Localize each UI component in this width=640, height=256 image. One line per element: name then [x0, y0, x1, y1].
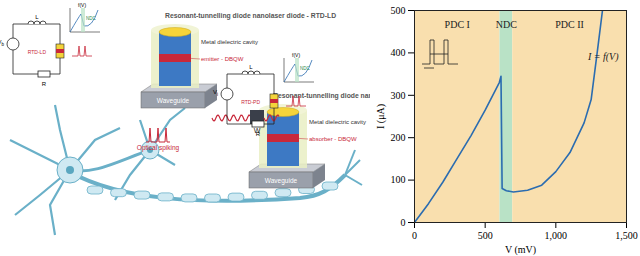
svg-text:500: 500 [391, 5, 406, 16]
svg-text:f(V): f(V) [292, 52, 300, 58]
svg-text:I (μA): I (μA) [375, 104, 387, 129]
svg-text:Resonant-tunnelling diode nano: Resonant-tunnelling diode nanophotodiode… [273, 92, 370, 100]
svg-text:I = f(V): I = f(V) [587, 51, 619, 63]
svg-text:NDC: NDC [496, 19, 517, 30]
svg-text:NDC: NDC [300, 66, 310, 71]
svg-text:R: R [256, 131, 261, 137]
svg-text:500: 500 [478, 230, 493, 241]
svg-text:V (mV): V (mV) [505, 244, 536, 256]
svg-text:PDC II: PDC II [555, 19, 584, 30]
svg-text:NDC: NDC [86, 16, 96, 21]
svg-text:Waveguide: Waveguide [265, 177, 298, 185]
svg-text:Metal dielectric cavity: Metal dielectric cavity [309, 119, 366, 125]
svg-text:L: L [249, 64, 253, 70]
svg-text:f(V): f(V) [78, 2, 86, 8]
svg-text:Resonant-tunnelling diode nano: Resonant-tunnelling diode nanolaser diod… [165, 12, 336, 20]
svg-text:Vb: Vb [0, 39, 4, 47]
svg-text:400: 400 [391, 47, 406, 58]
svg-text:1,000: 1,000 [545, 230, 568, 241]
svg-text:Optical spiking: Optical spiking [137, 144, 180, 152]
svg-text:Vi: Vi [213, 89, 218, 97]
svg-text:100: 100 [391, 174, 406, 185]
svg-text:200: 200 [391, 132, 406, 143]
svg-text:PDC I: PDC I [445, 19, 470, 30]
svg-text:0: 0 [401, 217, 406, 228]
svg-text:RTD-PD: RTD-PD [241, 99, 260, 105]
svg-text:R: R [42, 81, 47, 87]
svg-text:1,500: 1,500 [615, 230, 638, 241]
svg-text:absorber - DBQW: absorber - DBQW [309, 136, 357, 142]
svg-text:Metal dielectric cavity: Metal dielectric cavity [201, 39, 258, 45]
svg-text:0: 0 [412, 230, 417, 241]
svg-text:L: L [35, 14, 39, 20]
svg-text:300: 300 [391, 90, 406, 101]
svg-text:RTD-LD: RTD-LD [28, 49, 47, 55]
svg-text:emitter - DBQW: emitter - DBQW [201, 56, 244, 62]
svg-text:Waveguide: Waveguide [157, 97, 190, 105]
